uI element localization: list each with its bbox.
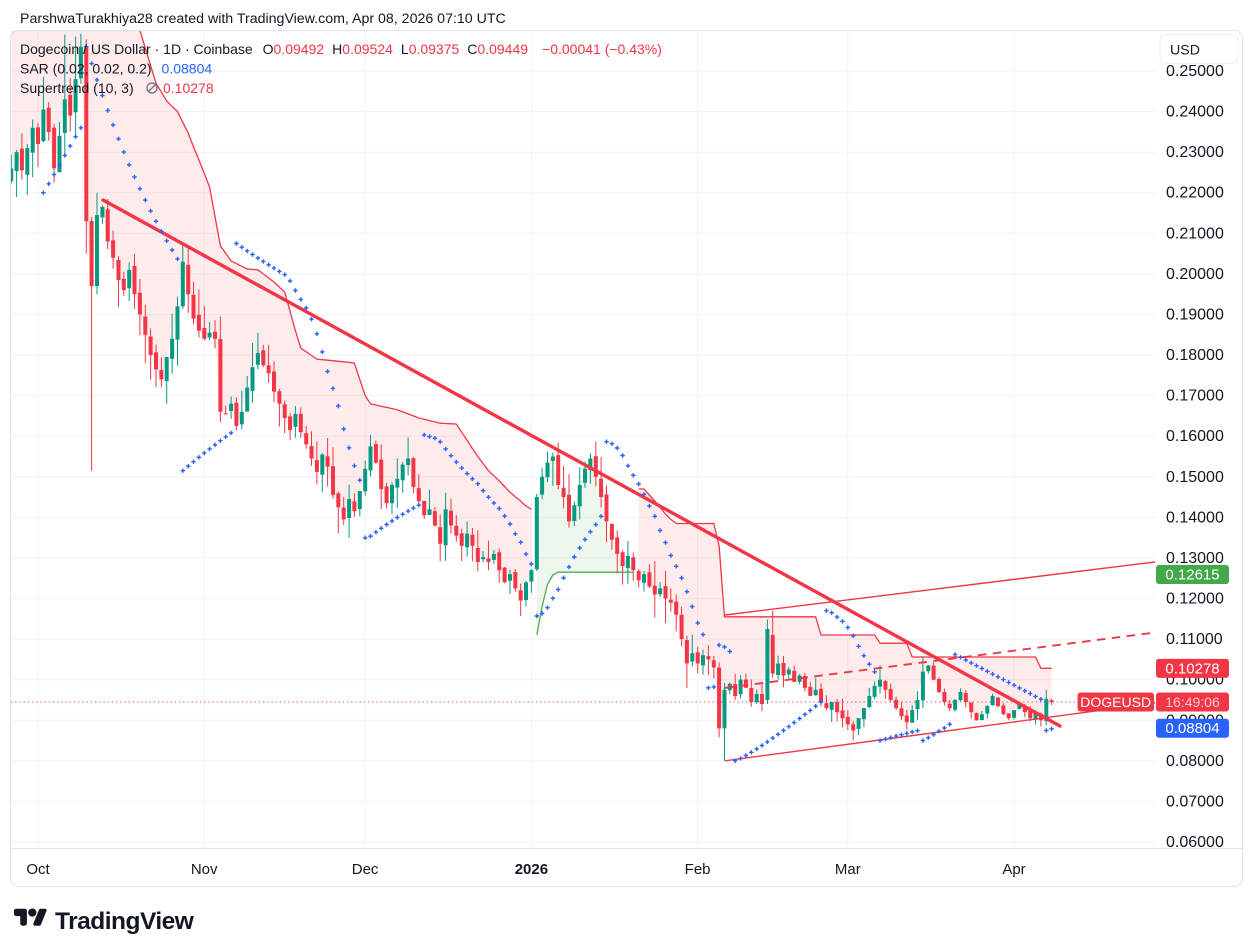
svg-text:0.20000: 0.20000 (1166, 266, 1224, 283)
svg-text:0.08000: 0.08000 (1166, 753, 1224, 770)
svg-text:0.22000: 0.22000 (1166, 185, 1224, 202)
svg-text:16:49:06: 16:49:06 (1165, 694, 1220, 710)
svg-text:TradingView: TradingView (55, 908, 195, 935)
svg-text:0.17000: 0.17000 (1166, 388, 1224, 405)
svg-text:0.13000: 0.13000 (1166, 550, 1224, 567)
svg-text:0.15000: 0.15000 (1166, 469, 1224, 486)
svg-text:0.08804: 0.08804 (1165, 720, 1219, 737)
svg-text:0.23000: 0.23000 (1166, 144, 1224, 161)
svg-text:DOGEUSD: DOGEUSD (1080, 694, 1151, 710)
svg-text:0.10278: 0.10278 (1165, 660, 1219, 677)
svg-text:Dogecoin / US Dollar · 1D · Co: Dogecoin / US Dollar · 1D · Coinbase O0.0… (20, 41, 662, 57)
svg-text:2026: 2026 (515, 861, 548, 878)
svg-text:Feb: Feb (685, 861, 711, 878)
svg-text:0.19000: 0.19000 (1166, 307, 1224, 324)
svg-text:0.10278: 0.10278 (163, 80, 214, 96)
svg-text:0.11000: 0.11000 (1166, 631, 1223, 648)
svg-text:Apr: Apr (1002, 861, 1025, 878)
svg-text:0.25000: 0.25000 (1166, 63, 1224, 80)
svg-text:0.06000: 0.06000 (1166, 834, 1224, 851)
svg-text:0.12615: 0.12615 (1165, 567, 1219, 584)
svg-text:0.21000: 0.21000 (1166, 225, 1224, 242)
svg-text:USD: USD (1170, 43, 1200, 59)
svg-text:Mar: Mar (835, 861, 861, 878)
svg-text:0.14000: 0.14000 (1166, 509, 1224, 526)
svg-text:Nov: Nov (191, 861, 218, 878)
svg-text:Dec: Dec (352, 861, 379, 878)
svg-text:0.18000: 0.18000 (1166, 347, 1224, 364)
svg-text:Supertrend (10, 3): Supertrend (10, 3) (20, 80, 134, 96)
svg-text:0.07000: 0.07000 (1166, 793, 1224, 810)
svg-text:0.24000: 0.24000 (1166, 104, 1224, 121)
svg-text:0.16000: 0.16000 (1166, 428, 1224, 445)
svg-text:SAR (0.02, 0.02, 0.2)0.08804: SAR (0.02, 0.02, 0.2) 0.08804 (20, 61, 212, 77)
svg-text:ParshwaTurakhiya28 created wit: ParshwaTurakhiya28 created with TradingV… (20, 11, 506, 27)
svg-text:Oct: Oct (26, 861, 50, 878)
svg-text:0.12000: 0.12000 (1166, 591, 1224, 608)
